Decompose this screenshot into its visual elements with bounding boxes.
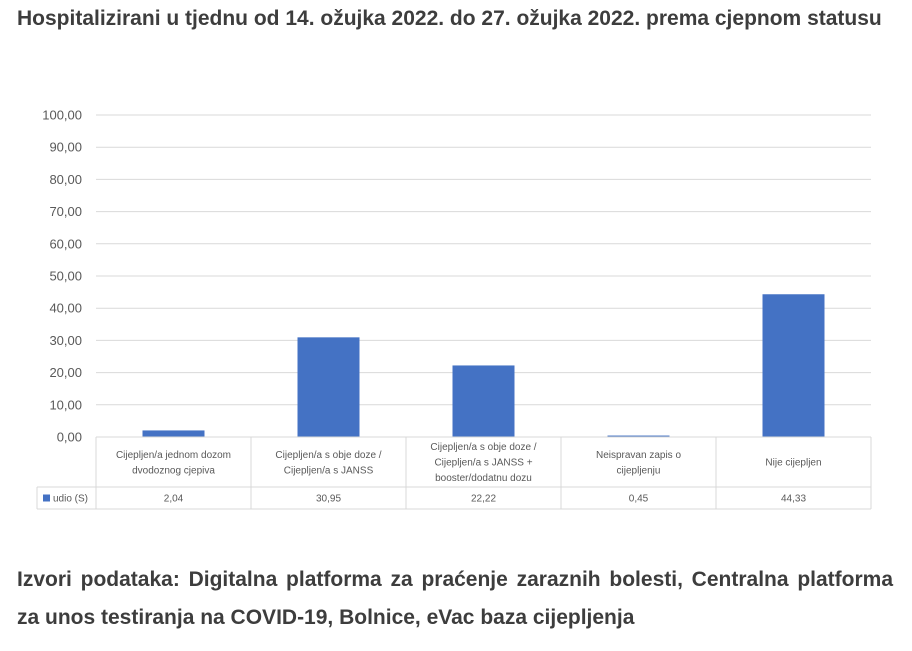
y-tick-label: 20,00 (49, 365, 82, 380)
chart-title: Hospitalizirani u tjednu od 14. ožujka 2… (17, 7, 882, 30)
bar (297, 337, 360, 437)
x-category-label: Cijepljen/a s JANSS + (434, 458, 532, 469)
y-tick-label: 10,00 (49, 397, 82, 412)
y-tick-label: 60,00 (49, 236, 82, 251)
x-category-label: Cijepljen/a s obje doze / (430, 442, 536, 453)
legend-swatch (43, 494, 50, 502)
x-category-label: Cijepljen/a s obje doze / (275, 450, 381, 461)
x-category-label: booster/dodatnu dozu (435, 473, 532, 484)
x-category-label: Nije cijepljen (765, 458, 821, 469)
x-category-label: Cijepljen/a s JANSS (284, 465, 374, 476)
data-table-value: 44,33 (781, 494, 806, 505)
data-table-value: 22,22 (471, 494, 496, 505)
x-category-label: dvodoznog cjepiva (132, 465, 215, 476)
y-tick-label: 100,00 (42, 108, 82, 123)
bar (452, 365, 515, 437)
y-tick-label: 80,00 (49, 172, 82, 187)
data-table-value: 30,95 (316, 494, 341, 505)
bar (762, 294, 825, 437)
legend-label: udio (S) (53, 494, 88, 505)
bar (142, 430, 205, 437)
y-tick-label: 90,00 (49, 140, 82, 155)
x-category-label: Neispravan zapis o (596, 450, 681, 461)
y-tick-label: 40,00 (49, 301, 82, 316)
y-tick-label: 0,00 (57, 430, 82, 445)
data-table-value: 2,04 (164, 494, 184, 505)
y-tick-label: 70,00 (49, 204, 82, 219)
data-source-note: Izvori podataka: Digitalna platforma za … (17, 568, 893, 629)
y-tick-label: 50,00 (49, 269, 82, 284)
bar (607, 435, 670, 438)
x-category-label: Cijepljen/a jednom dozom (116, 450, 231, 461)
x-category-label: cijepljenju (617, 465, 661, 476)
y-tick-label: 30,00 (49, 333, 82, 348)
data-table-value: 0,45 (629, 494, 649, 505)
